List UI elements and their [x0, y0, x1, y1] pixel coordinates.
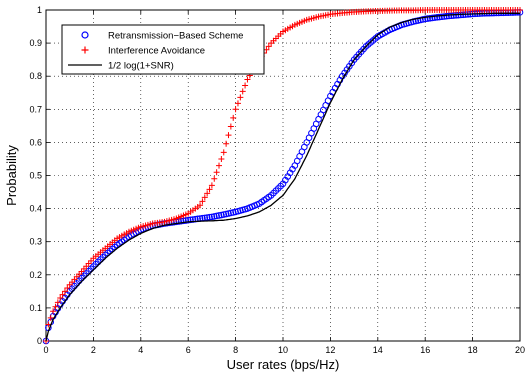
y-tick-label: 0	[37, 336, 42, 346]
series-marker-1	[47, 314, 54, 321]
series-marker-0	[424, 15, 431, 22]
x-tick-label: 16	[420, 345, 430, 355]
x-tick-label: 20	[515, 345, 525, 355]
series-marker-0	[440, 13, 448, 20]
series-marker-1	[225, 132, 232, 139]
series-marker-1	[64, 285, 71, 292]
series-marker-0	[438, 13, 446, 21]
x-tick-label: 14	[373, 345, 383, 355]
series-marker-1	[232, 106, 239, 113]
x-axis-label: User rates (bps/Hz)	[227, 357, 340, 372]
series-marker-1	[265, 43, 272, 50]
y-tick-label: 0.7	[29, 104, 42, 114]
series-marker-0	[218, 211, 225, 219]
series-marker-1	[57, 294, 64, 301]
series-marker-0	[189, 216, 197, 223]
series-marker-0	[421, 15, 429, 23]
series-marker-1	[213, 169, 220, 176]
series-marker-1	[52, 303, 59, 310]
series-marker-1	[239, 88, 246, 95]
series-marker-1	[201, 194, 208, 201]
y-tick-label: 1	[37, 5, 42, 15]
series-marker-0	[213, 212, 220, 220]
series-marker-1	[204, 190, 211, 197]
series-marker-1	[244, 76, 251, 83]
x-tick-label: 2	[91, 345, 96, 355]
series-marker-1	[220, 149, 227, 156]
y-tick-label: 0.2	[29, 270, 42, 280]
series-marker-1	[61, 288, 68, 295]
series-marker-1	[206, 186, 213, 193]
series-marker-1	[211, 175, 218, 182]
x-tick-label: 10	[278, 345, 288, 355]
series-marker-1	[59, 291, 66, 298]
x-tick-label: 6	[186, 345, 191, 355]
y-axis-label: Probability	[4, 145, 19, 206]
series-marker-1	[227, 123, 234, 130]
series-marker-0	[210, 213, 218, 220]
legend-box	[61, 24, 265, 75]
series-group	[42, 7, 524, 345]
legend-label: Interference Avoidance	[108, 46, 205, 57]
series-marker-1	[197, 202, 204, 209]
series-marker-1	[237, 94, 244, 101]
series-line-2	[45, 12, 520, 342]
legend-label: Retransmission−Based Scheme	[108, 31, 243, 42]
series-marker-0	[445, 12, 453, 20]
y-tick-label: 0.9	[29, 38, 42, 48]
series-marker-1	[234, 100, 241, 107]
y-tick-label: 0.6	[29, 137, 42, 147]
x-tick-label: 12	[325, 345, 335, 355]
x-tick-label: 4	[138, 345, 143, 355]
series-marker-0	[429, 14, 436, 22]
y-tick-label: 0.1	[29, 303, 42, 313]
series-marker-1	[199, 198, 206, 205]
series-marker-1	[54, 299, 61, 306]
y-tick-label: 0.3	[29, 237, 42, 247]
series-marker-0	[208, 213, 216, 221]
series-marker-0	[203, 214, 211, 221]
legend: Retransmission−Based Scheme Interference …	[61, 24, 265, 75]
series-marker-0	[436, 13, 443, 21]
y-tick-label: 0.4	[29, 204, 42, 214]
series-marker-0	[426, 14, 434, 22]
x-tick-label: 18	[468, 345, 478, 355]
series-marker-0	[443, 12, 450, 20]
legend-label: 1/2 log(1+SNR)	[108, 61, 174, 72]
series-marker-1	[216, 162, 223, 169]
series-marker-0	[433, 13, 441, 21]
series-marker-1	[517, 7, 523, 13]
series-marker-1	[242, 82, 249, 89]
legend-marker-plus	[81, 46, 89, 54]
series-marker-1	[230, 114, 237, 121]
y-tick-label: 0.5	[29, 171, 42, 181]
axis-ticks: 0 2 4 6 8 10 12 14 16 18 20 0 0.1 0.2 0.3 0.4 0.5 0.6 0.7 0…	[29, 5, 525, 355]
series-marker-1	[223, 140, 230, 147]
series-marker-0	[187, 216, 194, 224]
series-marker-1	[50, 308, 57, 315]
y-tick-label: 0.8	[29, 71, 42, 81]
series-marker-0	[184, 216, 192, 224]
grid-lines	[46, 10, 520, 341]
series-marker-0	[431, 14, 438, 21]
x-tick-label: 8	[233, 345, 238, 355]
series-marker-1	[218, 155, 225, 162]
x-tick-label: 0	[43, 345, 48, 355]
series-marker-0	[206, 213, 213, 221]
series-marker-1	[208, 182, 215, 189]
series-marker-0	[215, 212, 223, 219]
legend-marker-circle	[81, 31, 89, 39]
series-marker-0	[182, 217, 190, 224]
